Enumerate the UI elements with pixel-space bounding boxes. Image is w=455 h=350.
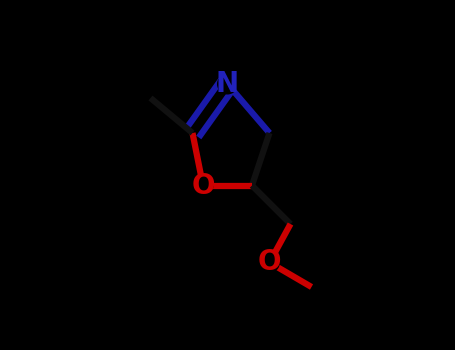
Text: O: O [258, 248, 281, 276]
Circle shape [217, 74, 238, 94]
Text: O: O [191, 172, 215, 200]
Text: N: N [216, 70, 239, 98]
Circle shape [260, 253, 279, 272]
Circle shape [193, 176, 213, 195]
